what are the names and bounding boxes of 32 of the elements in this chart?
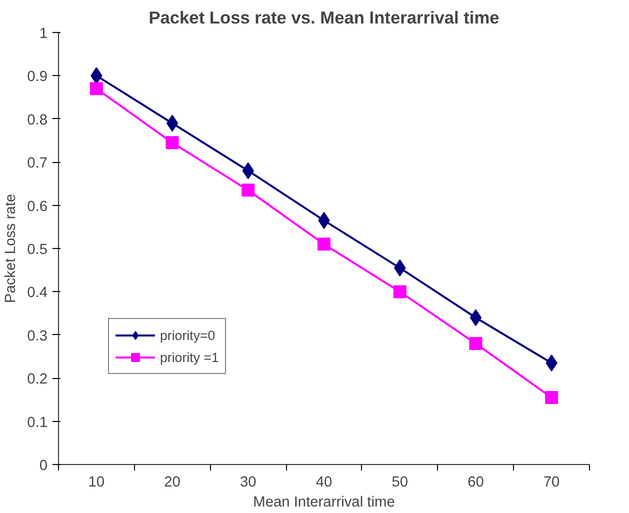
point: [90, 82, 103, 96]
y-tick-label: 1: [39, 26, 48, 42]
x-tick-label: 20: [164, 474, 180, 490]
point: [470, 309, 482, 326]
x-tick-label: 40: [316, 474, 332, 490]
y-tick-label: 0.1: [27, 414, 48, 431]
y-tick-label: 0.2: [27, 372, 48, 388]
y-tick-label: 0: [39, 458, 48, 474]
point: [166, 136, 179, 150]
x-tick-label: 10: [88, 474, 105, 490]
point: [166, 114, 178, 132]
x-tick-label: 30: [240, 474, 256, 490]
point: [469, 337, 482, 350]
x-tick-label: 60: [468, 474, 484, 490]
point: [393, 285, 406, 298]
y-tick-label: 0.3: [27, 328, 48, 344]
legend-label: priority=0: [160, 328, 216, 342]
chart-title: Packet Loss rate vs. Mean Interarrival time: [148, 8, 500, 28]
y-tick-label: 0.4: [27, 285, 48, 302]
point: [242, 184, 255, 197]
point: [318, 238, 330, 251]
x-tick-label: 70: [543, 474, 560, 490]
y-tick-label: 0.9: [27, 69, 48, 86]
point: [545, 391, 558, 404]
x-axis-title: Mean Interarrival time: [253, 494, 395, 510]
x-tick-label: 50: [392, 474, 408, 490]
y-tick-label: 0.8: [27, 112, 48, 128]
y-tick-label: 0.5: [27, 242, 48, 258]
y-tick-label: 0.6: [27, 198, 48, 215]
y-tick-label: 0.7: [27, 156, 48, 172]
y-axis-title: Packet Loss rate: [3, 194, 20, 304]
legend-label: priority =1: [160, 350, 219, 364]
